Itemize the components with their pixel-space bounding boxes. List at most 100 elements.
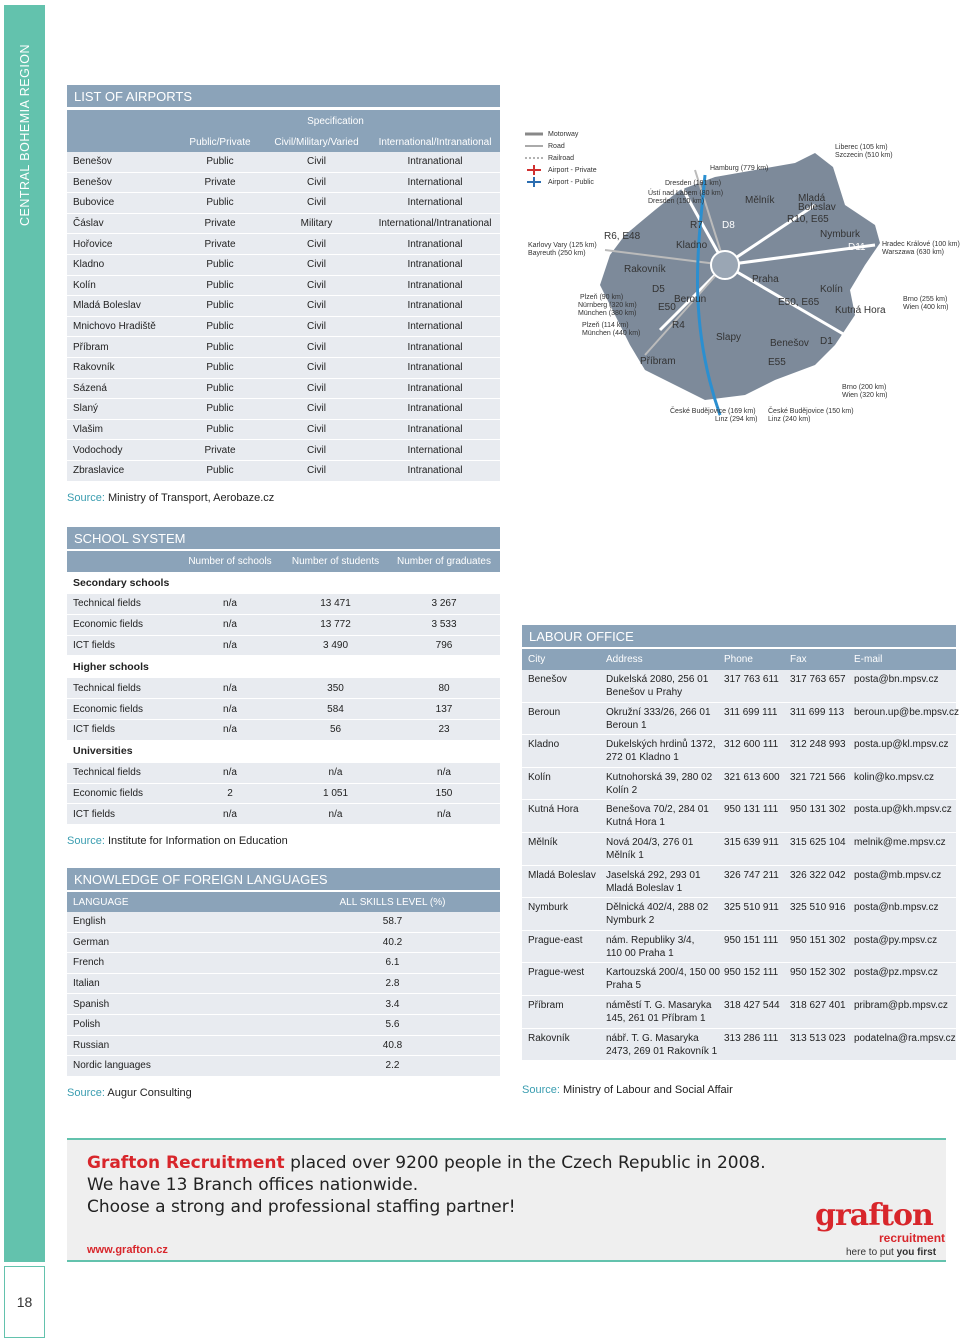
cell: 2 [227, 787, 233, 799]
map-label: Linz (240 km) [768, 416, 811, 423]
map-label: Beroun [674, 294, 707, 305]
cell: Benešov [73, 156, 112, 168]
cell: International [407, 321, 463, 333]
map-label: České Budějovice (169 km) [670, 408, 756, 415]
cell: 796 [435, 639, 453, 651]
row: Rakovník nábř. T. G. Masaryka 2473, 269 01… [522, 1028, 956, 1062]
cell: n/a [223, 767, 237, 779]
row: Zbraslavice Public Civil Intranational [67, 460, 500, 482]
source-text: Ministry of Transport, Aerobaze.cz [107, 492, 275, 504]
cell: International [407, 444, 463, 456]
address: nábř. T. G. Masaryka 2473, 269 01 Rakovní… [600, 1032, 718, 1058]
row: Polish 5.6 [67, 1014, 500, 1036]
map-label: České Budějovice (150 km) [768, 408, 854, 415]
header: Public/Private Civil/Military/Varied Inter… [67, 132, 500, 152]
map-label: Hamburg (779 km) [710, 165, 769, 172]
cell: Mladá Boleslav [528, 869, 596, 881]
schools-source: Source: Institute for Information on Edu… [67, 835, 288, 847]
row: Mladá Boleslav Public Civil Intranational [67, 296, 500, 317]
map-label: Brno (200 km) [842, 384, 887, 391]
cell: Intranational [407, 341, 463, 353]
address-line: Nymburk 2 [606, 915, 655, 927]
cell: posta@pz.mpsv.cz [854, 967, 938, 979]
cell: Nymburk [528, 902, 569, 914]
cell: Technical fields [73, 767, 141, 779]
cell: Public [206, 341, 234, 353]
section-title: LIST OF AIRPORTS [67, 85, 500, 107]
cell: Slaný [73, 403, 99, 415]
ad-line2: We have 13 Branch offices nationwide. [87, 1175, 419, 1195]
road [604, 249, 726, 266]
row: Nordic languages 2.2 [67, 1056, 500, 1077]
page-number: 18 [4, 1266, 45, 1338]
cell: Public [206, 424, 234, 436]
map-label: München (440 km) [582, 330, 641, 337]
map-label: Plzeň (114 km) [582, 322, 629, 329]
cell: n/a [223, 703, 237, 715]
cell: Benešov [528, 674, 567, 685]
group-row: Universities [67, 741, 500, 763]
row: Beroun Okružní 333/26, 266 01 Beroun 1 311 … [522, 702, 960, 736]
address-line: Beroun 1 [606, 719, 647, 731]
address: Kartouzská 200/4, 150 00 Praha 5 [600, 966, 720, 992]
row: Slaný Public Civil Intranational [67, 399, 500, 420]
address: Dělnická 402/4, 288 02 Nymburk 2 [600, 901, 718, 927]
address-line: Kutnohorská 39, 280 02 [606, 771, 713, 783]
address-line: 145, 261 01 Příbram 1 [606, 1012, 706, 1024]
row: Čáslav Private Military International/Intra… [67, 213, 500, 235]
cell: 321 613 600 [724, 771, 780, 783]
row: Kladno Dukelských hrdinů 1372, 272 01 Klad… [522, 735, 956, 768]
row: German 40.2 [67, 932, 500, 954]
address-line: Kartouzská 200/4, 150 00 [606, 967, 720, 979]
cell: 311 699 113 [790, 706, 845, 718]
airports-source: Source: Ministry of Transport, Aerobaze.… [67, 492, 274, 504]
cell: 40.2 [382, 936, 403, 948]
map-label: R7 [690, 220, 703, 231]
cell: Civil [307, 279, 326, 291]
cell: Private [204, 176, 236, 188]
spec-header: Specification [307, 115, 364, 127]
cell: German [73, 936, 110, 948]
cell: Mladá Boleslav [73, 300, 141, 312]
row: Bubovice Public Civil International [67, 193, 500, 214]
cell: Civil [307, 465, 326, 477]
source-label: Source: [522, 1084, 560, 1096]
cell: 58.7 [382, 916, 403, 928]
address-line: Dukelská 2080, 256 01 [606, 674, 709, 685]
map-label: Praha [752, 274, 779, 285]
map-label: Wien (320 km) [842, 392, 888, 399]
ad-text: Grafton Recruitment placed over 9200 peo… [87, 1152, 766, 1218]
cell: 313 513 023 [790, 1032, 846, 1044]
logo: grafton [815, 1198, 934, 1233]
cell: 1 051 [322, 787, 349, 799]
motorway [724, 243, 876, 267]
row: Benešov Private Civil International [67, 172, 500, 194]
row: Benešov Dukelská 2080, 256 01 Benešov u Pr… [522, 670, 956, 703]
cell: 13 471 [320, 598, 351, 610]
map-label: Ústí nad Labem (80 km) [648, 190, 724, 197]
address-line: 272 01 Kladno 1 [606, 752, 679, 764]
header: City Address Phone Fax E-mail [522, 649, 956, 670]
group-row: Secondary schools [67, 572, 500, 594]
cell: 950 131 111 [724, 804, 779, 816]
row: English 58.7 [67, 912, 500, 933]
ad-line: Grafton Recruitment placed over 9200 peo… [87, 1152, 766, 1174]
cell: beroun.up@be.mpsv.cz [854, 706, 960, 718]
row: Prague-east nám. Republiky 3/4, 110 00 Pra… [522, 930, 956, 964]
road [694, 169, 726, 266]
cell: Kladno [73, 259, 105, 271]
map-label: Boleslav [798, 202, 836, 213]
row: Kolín Public Civil Intranational [67, 275, 500, 297]
source-text: Augur Consulting [107, 1087, 192, 1099]
logo-sub: recruitment [879, 1231, 946, 1245]
legend-private [527, 165, 541, 175]
cell: Čáslav [73, 218, 104, 230]
cell: 5.6 [385, 1019, 400, 1031]
legend-label: Airport - Private [548, 167, 597, 174]
cell: n/a [223, 619, 237, 631]
cell: Public [206, 279, 234, 291]
cell: Příbram [73, 341, 109, 353]
cell: Benešov [73, 176, 112, 188]
row: Mladá Boleslav Jaselská 292, 293 01 Mladá … [522, 865, 956, 899]
map-label: Brno (255 km) [903, 296, 948, 303]
